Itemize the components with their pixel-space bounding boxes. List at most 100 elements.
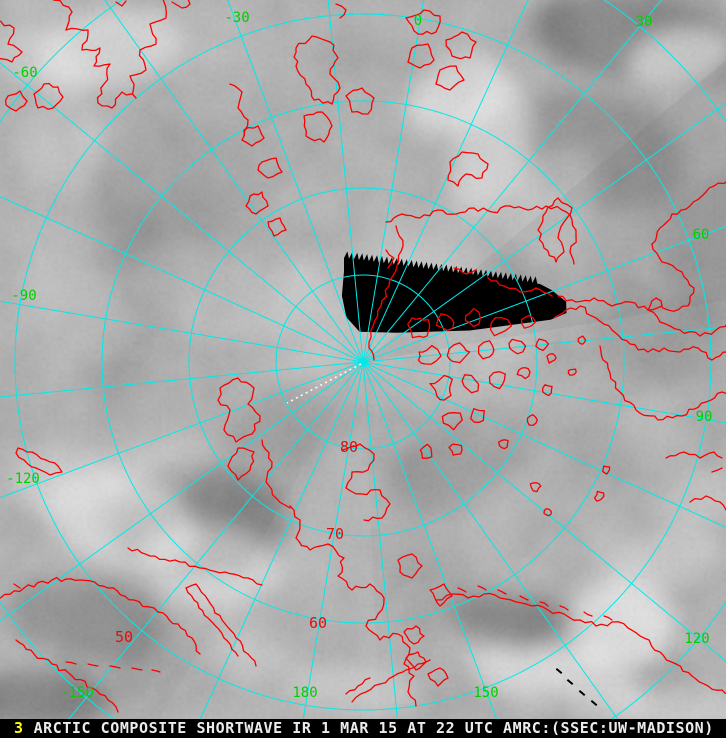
- coastline-layer: [0, 0, 726, 713]
- coastline-segment: [368, 225, 404, 361]
- coastline-segment: [171, 0, 191, 9]
- coastline-segment: [429, 583, 453, 607]
- coastline-segment: [131, 667, 143, 671]
- meridian-line--75: [0, 196, 364, 363]
- coastline-segment: [0, 576, 201, 655]
- island-outline: [577, 335, 587, 345]
- coastline-segment: [407, 43, 435, 69]
- coastline-segment: [435, 65, 465, 91]
- coastline-segment: [217, 377, 261, 443]
- island-outline: [446, 342, 471, 364]
- meridian-line-135: [362, 361, 619, 719]
- missing-data-speck: [555, 668, 563, 675]
- longitude-label--30: -30: [224, 10, 249, 26]
- meridian-line-165: [362, 361, 398, 719]
- meridian-line--105: [0, 361, 364, 398]
- island-outline: [593, 490, 605, 502]
- coastline-segment: [87, 663, 99, 667]
- latitude-circle-70: [188, 187, 538, 537]
- island-outline: [543, 508, 553, 517]
- island-outline: [529, 482, 542, 493]
- coastline-segment: [447, 151, 489, 187]
- meridian-line--30: [227, 0, 364, 363]
- latitude-circle-60: [101, 100, 625, 624]
- island-outline: [601, 465, 611, 475]
- coastline-segment: [115, 0, 127, 7]
- coastline-segment: [33, 82, 64, 110]
- island-outline: [520, 314, 537, 329]
- island-outline: [488, 371, 506, 390]
- latitude-label-60: 60: [309, 614, 327, 632]
- coastline-segment: [261, 439, 291, 509]
- caption-bar: 3 ARCTIC COMPOSITE SHORTWAVE IR 1 MAR 15…: [0, 719, 726, 738]
- coastline-segment: [385, 205, 577, 265]
- longitude-label-150: 150: [473, 685, 498, 701]
- island-outline: [546, 353, 557, 364]
- meridian-line--120: [0, 361, 364, 499]
- coastline-segment: [341, 443, 391, 522]
- coastline-segment: [665, 451, 723, 459]
- meridian-line--60: [0, 62, 364, 363]
- caption-channel-number: 3: [14, 719, 24, 737]
- island-outline: [407, 317, 431, 339]
- longitude-label-120: 120: [684, 631, 709, 647]
- coastline-segment: [559, 605, 569, 611]
- island-outline: [435, 313, 455, 332]
- island-outline: [567, 368, 577, 376]
- coastline-segment: [711, 467, 723, 473]
- missing-data-speck: [590, 700, 598, 707]
- missing-data-sector: [341, 251, 567, 333]
- coastline-segment: [345, 677, 371, 695]
- coastline-segment: [497, 589, 507, 595]
- longitude-label-30: 30: [636, 14, 653, 30]
- island-outline: [464, 307, 481, 328]
- coastline-segment: [345, 87, 375, 115]
- coastline-segment: [229, 83, 249, 137]
- coastline-segment: [403, 625, 425, 645]
- island-outline: [535, 338, 550, 352]
- meridian-line--135: [0, 361, 364, 622]
- coastline-segment: [397, 553, 423, 579]
- island-outline: [417, 344, 442, 365]
- island-outline: [429, 374, 453, 401]
- coastline-segment: [603, 615, 613, 621]
- island-outline: [419, 443, 433, 459]
- latitude-label-70: 70: [326, 525, 344, 543]
- meridian-line-30: [362, 0, 663, 363]
- coastline-segment: [185, 583, 257, 667]
- coastline-segment: [0, 20, 23, 63]
- meridian-line-0: [362, 0, 425, 363]
- longitude-label--120: -120: [6, 471, 40, 487]
- coastline-segment: [445, 31, 477, 60]
- meridian-line-150: [362, 361, 498, 719]
- longitude-label--90: -90: [11, 288, 36, 304]
- latitude-label-80: 80: [340, 438, 358, 456]
- longitude-label--60: -60: [12, 65, 37, 81]
- coastline-segment: [227, 447, 255, 481]
- coastline-segment: [267, 217, 287, 237]
- coastline-segment: [689, 495, 726, 511]
- meridian-line-45: [362, 102, 726, 363]
- meridian-line-15: [362, 0, 529, 363]
- island-outline: [448, 443, 463, 456]
- graticule-labels-layer: 0 30 60 90 120 150 180 -150 -120 -90 -60 -30 80 70 60 5…: [6, 10, 712, 701]
- coastline-segment: [553, 305, 726, 361]
- coastline-segment: [453, 267, 477, 275]
- coastline-segment: [537, 197, 573, 263]
- latitude-label-50: 50: [115, 628, 133, 646]
- coastline-segment: [385, 249, 395, 269]
- island-outline: [498, 439, 509, 450]
- coastline-segment: [599, 345, 726, 421]
- coastline-segment: [257, 157, 283, 179]
- island-outline: [489, 316, 513, 337]
- coastline-segment: [427, 667, 449, 687]
- graticule-layer: [0, 0, 726, 719]
- coastline-segment: [293, 35, 341, 105]
- meridian-line--15: [327, 0, 364, 363]
- coastline-segment: [405, 9, 441, 35]
- meridian-line--180: [302, 361, 364, 719]
- satellite-map-image: 0 30 60 90 120 150 180 -150 -120 -90 -60 -30 80 70 60 5…: [0, 0, 726, 719]
- coastline-segment: [351, 659, 431, 703]
- coastline-segment: [583, 611, 593, 617]
